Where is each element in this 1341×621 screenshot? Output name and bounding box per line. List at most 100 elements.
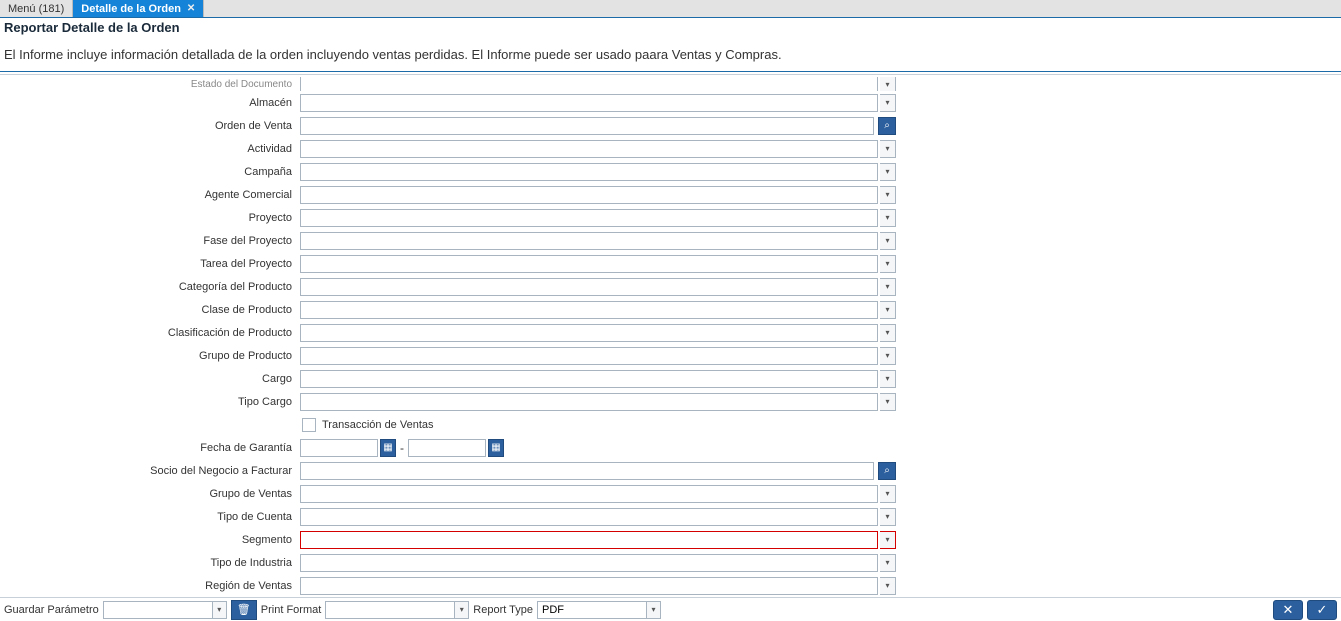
label-fase-proyecto: Fase del Proyecto (0, 235, 300, 247)
input-proyecto[interactable] (300, 209, 878, 227)
input-fecha-garantia-from[interactable] (300, 439, 378, 457)
input-fecha-garantia-to[interactable] (408, 439, 486, 457)
label-agente-comercial: Agente Comercial (0, 189, 300, 201)
input-report-type[interactable] (537, 601, 647, 619)
input-tipo-cargo[interactable] (300, 393, 878, 411)
dropdown-icon[interactable]: ▾ (880, 255, 896, 273)
input-agente-comercial[interactable] (300, 186, 878, 204)
combo-guardar-parametro: ▾ (103, 601, 227, 619)
row-orden-venta: Orden de Venta ⌕ (0, 114, 1341, 137)
input-campana[interactable] (300, 163, 878, 181)
label-estado-documento: Estado del Documento (0, 79, 300, 90)
row-proyecto: Proyecto ▾ (0, 206, 1341, 229)
input-clasificacion-producto[interactable] (300, 324, 878, 342)
dropdown-icon[interactable]: ▾ (455, 601, 469, 619)
row-fecha-garantia: Fecha de Garantía ▦ - ▦ (0, 436, 1341, 459)
label-fecha-garantia: Fecha de Garantía (0, 442, 300, 454)
page-header: Reportar Detalle de la Orden El Informe … (0, 18, 1341, 72)
close-icon: ✕ (1283, 602, 1294, 618)
input-print-format[interactable] (325, 601, 455, 619)
label-grupo-producto: Grupo de Producto (0, 350, 300, 362)
tab-bar: Menú (181) Detalle de la Orden ✕ (0, 0, 1341, 18)
form-body: Estado del Documento ▾ Almacén ▾ Orden d… (0, 75, 1341, 597)
trash-icon: 🗑 (237, 603, 251, 616)
date-separator: - (398, 441, 406, 455)
label-segmento: Segmento (0, 534, 300, 546)
label-grupo-ventas: Grupo de Ventas (0, 488, 300, 500)
dropdown-icon[interactable]: ▾ (880, 577, 896, 595)
tab-menu[interactable]: Menú (181) (0, 0, 73, 17)
dropdown-icon[interactable]: ▾ (880, 393, 896, 411)
input-grupo-producto[interactable] (300, 347, 878, 365)
label-socio-negocio-facturar: Socio del Negocio a Facturar (0, 465, 300, 477)
combo-report-type: ▾ (537, 601, 661, 619)
label-tarea-proyecto: Tarea del Proyecto (0, 258, 300, 270)
calendar-icon[interactable]: ▦ (488, 439, 504, 457)
page-title: Reportar Detalle de la Orden (4, 20, 1337, 35)
page-description: El Informe incluye información detallada… (4, 47, 1337, 62)
row-cargo: Cargo ▾ (0, 367, 1341, 390)
input-tarea-proyecto[interactable] (300, 255, 878, 273)
dropdown-icon[interactable]: ▾ (880, 278, 896, 296)
input-actividad[interactable] (300, 140, 878, 158)
input-tipo-industria[interactable] (300, 554, 878, 572)
dropdown-icon[interactable]: ▾ (880, 508, 896, 526)
row-categoria-producto: Categoría del Producto ▾ (0, 275, 1341, 298)
input-almacen[interactable] (300, 94, 878, 112)
combo-print-format: ▾ (325, 601, 469, 619)
input-categoria-producto[interactable] (300, 278, 878, 296)
input-cargo[interactable] (300, 370, 878, 388)
lookup-icon[interactable]: ⌕ (878, 117, 896, 135)
delete-button[interactable]: 🗑 (231, 600, 257, 620)
dropdown-icon[interactable]: ▾ (880, 347, 896, 365)
input-clase-producto[interactable] (300, 301, 878, 319)
dropdown-icon[interactable]: ▾ (880, 232, 896, 250)
input-fase-proyecto[interactable] (300, 232, 878, 250)
input-guardar-parametro[interactable] (103, 601, 213, 619)
row-campana: Campaña ▾ (0, 160, 1341, 183)
row-tipo-cargo: Tipo Cargo ▾ (0, 390, 1341, 413)
dropdown-icon[interactable]: ▾ (880, 531, 896, 549)
label-report-type: Report Type (473, 604, 533, 616)
dropdown-icon[interactable]: ▾ (880, 163, 896, 181)
input-socio-negocio-facturar[interactable] (300, 462, 874, 480)
input-estado-documento[interactable] (300, 77, 878, 91)
dropdown-icon[interactable]: ▾ (880, 324, 896, 342)
input-segmento[interactable] (300, 531, 878, 549)
close-icon[interactable]: ✕ (187, 3, 195, 14)
label-actividad: Actividad (0, 143, 300, 155)
dropdown-icon[interactable]: ▾ (880, 370, 896, 388)
dropdown-icon[interactable]: ▾ (880, 209, 896, 227)
input-orden-venta[interactable] (300, 117, 874, 135)
dropdown-icon[interactable]: ▾ (880, 77, 896, 91)
footer-bar: Guardar Parámetro ▾ 🗑 Print Format ▾ Rep… (0, 597, 1341, 621)
input-region-ventas[interactable] (300, 577, 878, 595)
label-transaccion-ventas: Transacción de Ventas (322, 419, 434, 431)
input-tipo-cuenta[interactable] (300, 508, 878, 526)
dropdown-icon[interactable]: ▾ (880, 94, 896, 112)
lookup-icon[interactable]: ⌕ (878, 462, 896, 480)
label-categoria-producto: Categoría del Producto (0, 281, 300, 293)
cancel-button[interactable]: ✕ (1273, 600, 1303, 620)
row-socio-negocio-facturar: Socio del Negocio a Facturar ⌕ (0, 459, 1341, 482)
row-estado-documento: Estado del Documento ▾ (0, 77, 1341, 91)
tab-detalle-orden[interactable]: Detalle de la Orden ✕ (73, 0, 204, 17)
dropdown-icon[interactable]: ▾ (880, 554, 896, 572)
dropdown-icon[interactable]: ▾ (880, 485, 896, 503)
checkbox-transaccion-ventas[interactable] (302, 418, 316, 432)
tab-menu-label: Menú (181) (8, 3, 64, 15)
input-grupo-ventas[interactable] (300, 485, 878, 503)
dropdown-icon[interactable]: ▾ (880, 140, 896, 158)
form-scroll-area[interactable]: Estado del Documento ▾ Almacén ▾ Orden d… (0, 74, 1341, 597)
dropdown-icon[interactable]: ▾ (213, 601, 227, 619)
row-transaccion-ventas: Transacción de Ventas (0, 413, 1341, 436)
label-clase-producto: Clase de Producto (0, 304, 300, 316)
calendar-icon[interactable]: ▦ (380, 439, 396, 457)
dropdown-icon[interactable]: ▾ (880, 186, 896, 204)
row-agente-comercial: Agente Comercial ▾ (0, 183, 1341, 206)
dropdown-icon[interactable]: ▾ (880, 301, 896, 319)
ok-button[interactable]: ✓ (1307, 600, 1337, 620)
row-clasificacion-producto: Clasificación de Producto ▾ (0, 321, 1341, 344)
row-tipo-industria: Tipo de Industria ▾ (0, 551, 1341, 574)
dropdown-icon[interactable]: ▾ (647, 601, 661, 619)
